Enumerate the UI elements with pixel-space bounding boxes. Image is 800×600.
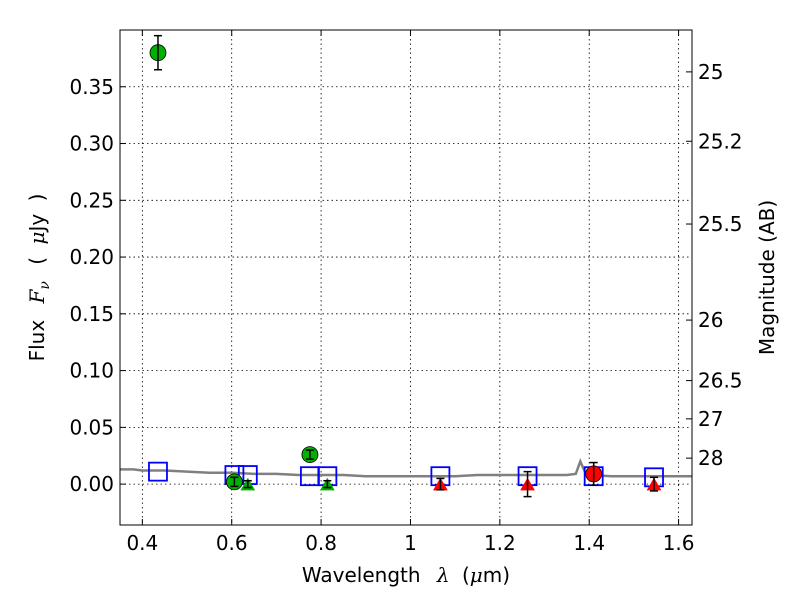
- y-tick-label: 0.20: [69, 245, 114, 269]
- y2-tick-label: 26: [698, 308, 723, 332]
- grid: [120, 30, 692, 525]
- y-tick-label: 0.25: [69, 188, 114, 212]
- model-sed-line: [120, 458, 692, 478]
- x-tick-label: 0.4: [126, 531, 158, 555]
- y-tick-label: 0.35: [69, 75, 114, 99]
- x-tick-label: 1.6: [663, 531, 695, 555]
- x-tick-label: 0.6: [216, 531, 248, 555]
- y2-tick-label: 26.5: [698, 369, 743, 393]
- y2-tick-label: 25.2: [698, 129, 743, 153]
- x-axis-label-symbol: λ: [436, 563, 450, 587]
- y-axis-label-paren-open: (: [25, 257, 49, 265]
- y-axis-label-subscript: ν: [37, 281, 53, 290]
- y-tick-label: 0.15: [69, 302, 114, 326]
- y2-tick-label: 25.5: [698, 212, 743, 236]
- y-axis-label-prefix: Flux: [25, 320, 49, 362]
- y2-axis-label: Magnitude (AB): [755, 200, 779, 355]
- y-tick-label: 0.30: [69, 132, 114, 156]
- y-axis-label-unit: Jy: [25, 214, 49, 234]
- x-tick-label: 1: [404, 531, 417, 555]
- ticks: 0.4 0.6 0.8 1 1.2 1.4 1.6 0.00 0.05 0.10 0.15 0.20 0…: [69, 30, 743, 555]
- x-axis-label-mu: μ: [470, 563, 483, 587]
- y-tick-label: 0.00: [69, 472, 114, 496]
- x-tick-label: 0.8: [305, 531, 337, 555]
- y-axis-label: Flux Fν ( μJy ): [25, 194, 54, 362]
- y-axis-label-symbol: F: [25, 288, 49, 304]
- data-layer: [120, 34, 692, 498]
- x-axis-label-unit: m): [483, 563, 510, 587]
- x-tick-label: 1.2: [484, 531, 516, 555]
- x-tick-label: 1.4: [573, 531, 605, 555]
- x-axis-label-prefix: Wavelength: [302, 563, 421, 587]
- y2-tick-label: 28: [698, 446, 723, 470]
- y-axis-label-mu: μ: [25, 232, 49, 245]
- model-photometry-square: [148, 461, 168, 482]
- y2-tick-label: 27: [698, 407, 723, 431]
- y-tick-label: 0.10: [69, 359, 114, 383]
- x-axis-label: Wavelength λ (μm): [302, 563, 510, 587]
- y-tick-label: 0.05: [69, 415, 114, 439]
- plot-frame: [119, 29, 693, 526]
- y2-tick-label: 25: [698, 60, 723, 84]
- x-axis-label-paren: (: [462, 563, 470, 587]
- y-axis-label-paren-close: ): [25, 194, 49, 202]
